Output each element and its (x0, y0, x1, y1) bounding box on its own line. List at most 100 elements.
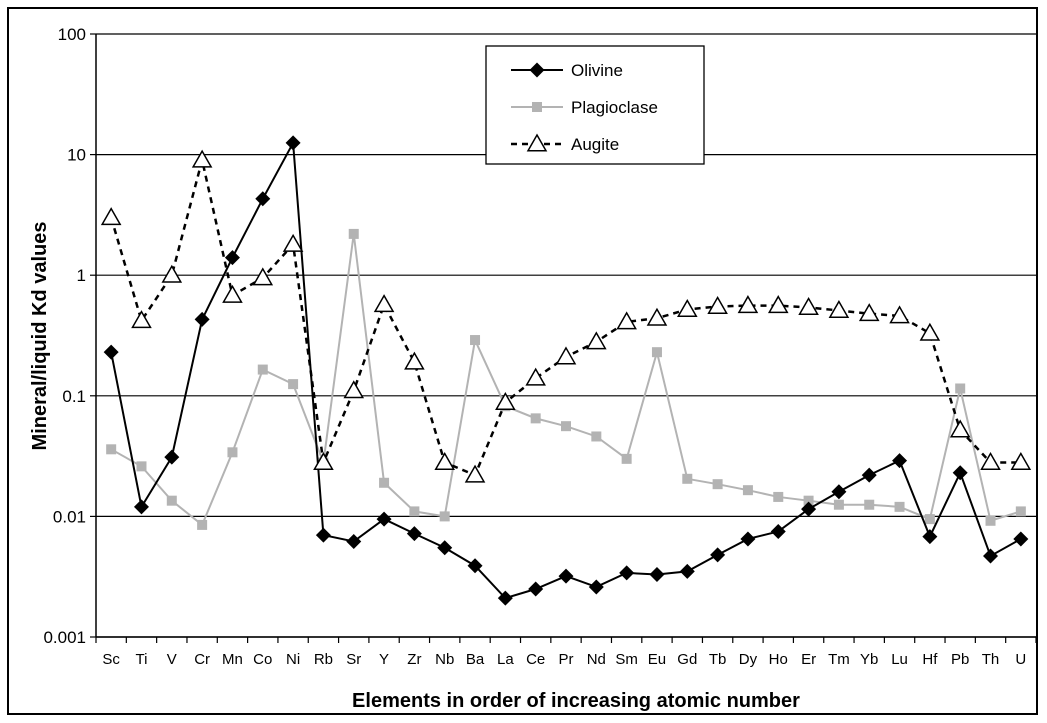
point-plagioclase-yb (864, 499, 875, 510)
x-tick-label-ce: Ce (526, 651, 545, 668)
y-tick-label-4: 10 (67, 146, 86, 165)
point-augite-lu (889, 305, 910, 324)
point-plagioclase-er (803, 495, 814, 506)
x-tick-label-dy: Dy (739, 651, 758, 668)
x-tick-label-hf: Hf (922, 651, 938, 668)
point-plagioclase-co (257, 364, 268, 375)
point-olivine-er (801, 501, 817, 517)
point-olivine-sm (619, 565, 635, 581)
point-olivine-y (376, 511, 392, 527)
x-tick-label-cr: Cr (194, 651, 210, 668)
point-olivine-ba (467, 558, 483, 574)
x-tick-label-rb: Rb (314, 651, 333, 668)
x-tick-label-pb: Pb (951, 651, 969, 668)
point-plagioclase-ho (773, 491, 784, 502)
point-olivine-th (983, 548, 999, 564)
point-augite-ce (525, 367, 546, 386)
point-plagioclase-tb (712, 479, 723, 490)
y-tick-label-2: 0.1 (62, 387, 86, 406)
point-plagioclase-sm (621, 453, 632, 464)
legend-marker-plagioclase (532, 102, 542, 112)
point-augite-u (1010, 451, 1032, 470)
point-olivine-zr (406, 526, 422, 542)
point-plagioclase-ce (530, 413, 541, 424)
x-tick-label-sr: Sr (346, 651, 361, 668)
point-olivine-ni (285, 135, 301, 151)
point-plagioclase-sr (348, 228, 359, 239)
point-augite-co (252, 267, 274, 286)
x-tick-label-zr: Zr (407, 651, 421, 668)
series-layer (100, 135, 1032, 606)
point-augite-rb (313, 451, 334, 470)
x-tick-label-ba: Ba (466, 651, 485, 668)
x-tick-label-tm: Tm (828, 651, 850, 668)
point-olivine-pr (558, 568, 574, 584)
point-plagioclase-th (985, 515, 996, 526)
series-plagioclase (106, 228, 1026, 530)
point-plagioclase-pr (561, 421, 571, 432)
x-tick-label-ho: Ho (769, 651, 788, 668)
point-olivine-tm (831, 484, 847, 500)
point-olivine-v (164, 449, 180, 465)
y-tick-label-1: 0.01 (53, 507, 86, 526)
x-tick-label-gd: Gd (677, 651, 697, 668)
x-tick-label-ti: Ti (136, 651, 148, 668)
point-plagioclase-hf (924, 514, 935, 525)
point-plagioclase-dy (742, 485, 753, 496)
y-axis-label: Mineral/liquid Kd values (29, 222, 51, 451)
point-plagioclase-lu (894, 501, 905, 512)
point-plagioclase-tm (833, 499, 844, 510)
x-tick-label-ni: Ni (286, 651, 300, 668)
point-augite-pr (555, 346, 577, 365)
x-axis-label: Elements in order of increasing atomic n… (352, 690, 800, 712)
x-tick-label-co: Co (253, 651, 272, 668)
point-augite-hf (919, 322, 941, 341)
point-plagioclase-v (166, 495, 177, 506)
legend-label-augite: Augite (571, 135, 619, 154)
point-augite-nd (586, 331, 607, 350)
point-augite-mn (222, 284, 243, 303)
axes (95, 34, 1036, 638)
point-plagioclase-zr (409, 506, 420, 517)
point-olivine-nb (437, 540, 453, 556)
x-tick-label-nd: Nd (587, 651, 606, 668)
x-tick-label-y: Y (379, 651, 389, 668)
point-olivine-ce (528, 581, 544, 597)
point-augite-zr (404, 351, 425, 370)
point-augite-y (373, 294, 395, 313)
x-tick-label-nb: Nb (435, 651, 454, 668)
series-line-olivine (110, 139, 1022, 600)
point-olivine-ho (770, 523, 786, 539)
point-olivine-ti (133, 499, 149, 515)
x-tick-label-v: V (167, 651, 177, 668)
legend: Olivine Plagioclase Augite (485, 45, 705, 165)
legend-label-plagioclase: Plagioclase (571, 98, 658, 117)
x-tick-label-lu: Lu (891, 651, 908, 668)
point-olivine-u (1013, 531, 1029, 547)
point-augite-dy (737, 295, 759, 314)
x-tick-label-tb: Tb (709, 651, 727, 668)
point-olivine-lu (892, 453, 908, 469)
x-tick-label-pr: Pr (559, 651, 574, 668)
x-tick-label-sc: Sc (102, 651, 120, 668)
x-tick-label-la: La (497, 651, 514, 668)
x-tick-label-yb: Yb (860, 651, 878, 668)
x-tick-label-u: U (1015, 651, 1026, 668)
point-plagioclase-ba (470, 335, 481, 346)
point-augite-tm (828, 299, 850, 318)
series-augite (100, 149, 1032, 483)
y-tick-label-5: 100 (58, 25, 86, 44)
x-tick-label-th: Th (982, 651, 1000, 668)
x-tick-labels: Sc Ti V Cr Mn Co Ni Rb Sr Y Zr Nb Ba La Ce Pr Nd Sm Eu Gd Tb… (95, 637, 1037, 668)
point-augite-er (798, 296, 819, 315)
point-plagioclase-u (1015, 506, 1026, 517)
point-plagioclase-nb (439, 511, 450, 522)
point-augite-nb (434, 451, 456, 470)
point-olivine-dy (740, 531, 756, 547)
point-olivine-cr (194, 311, 210, 327)
point-olivine-eu (649, 566, 665, 582)
point-augite-th (980, 451, 1001, 470)
point-olivine-yb (861, 467, 877, 483)
point-augite-sm (616, 311, 637, 330)
